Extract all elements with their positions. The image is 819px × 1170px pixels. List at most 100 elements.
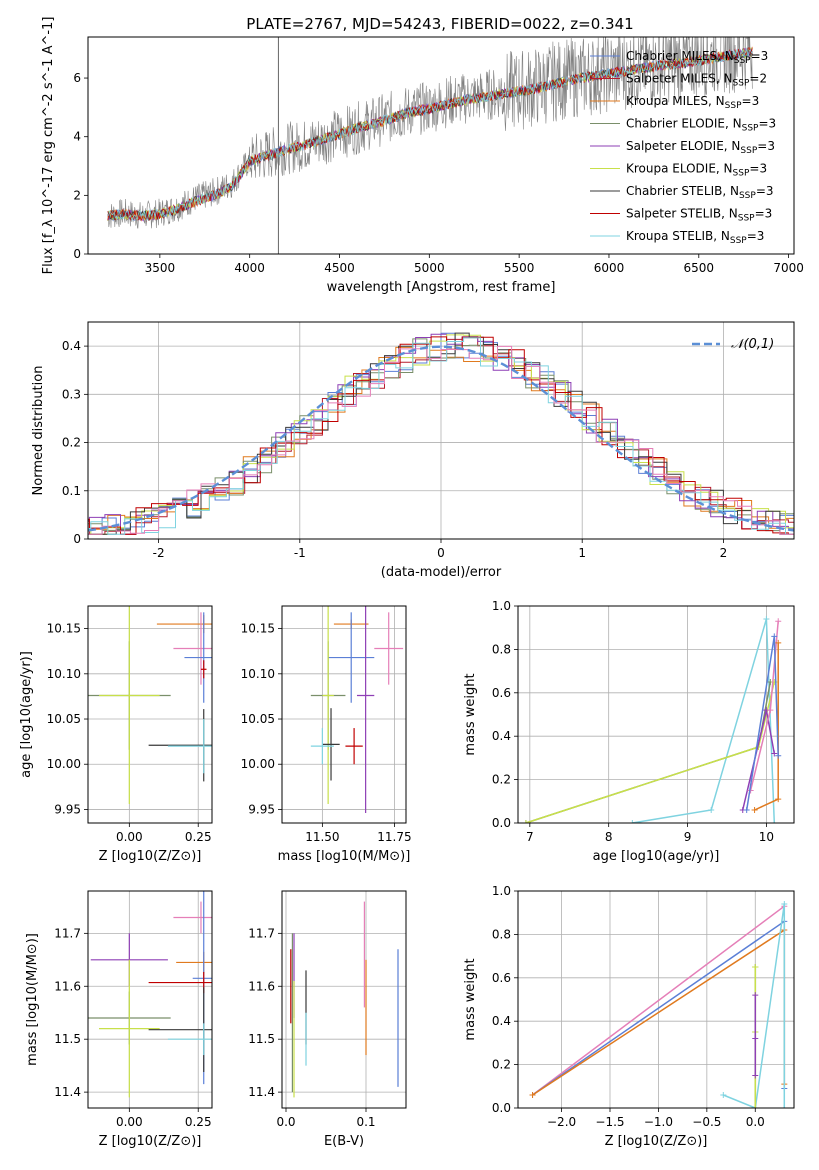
weight-marker (708, 806, 715, 813)
data-point-errorbar (356, 606, 375, 814)
y-tick-label: 2 (73, 188, 81, 202)
age-vs-mass-plot: 11.50 11.75 9.95 10.00 10.05 10.10 10.15 mass [… (241, 605, 412, 864)
x-tick-label: 11.75 (377, 830, 411, 844)
legend-entry: Kroupa ELODIE, NSSP=3 (626, 162, 767, 179)
data-point-errorbar (184, 612, 212, 703)
y-tick-label: 10.00 (241, 757, 275, 771)
weight-marker (775, 796, 782, 803)
axes-frame (87, 890, 213, 1109)
y-axis-label: age [log10(age/yr)] (19, 651, 34, 778)
legend-entry: Kroupa STELIB, NSSP=3 (626, 229, 764, 246)
x-tick-label: 7 (526, 830, 534, 844)
spectrum-plot: 3500 4000 4500 5000 5500 6000 6500 7000 0 2 4 6 wave… (41, 17, 804, 295)
y-tick-label: 10.00 (47, 757, 81, 771)
residual-histogram-step (88, 337, 794, 535)
x-tick-label: 10 (759, 830, 774, 844)
x-tick-label: 0.00 (116, 1115, 143, 1129)
weight-marker (629, 820, 636, 823)
y-tick-label: 0.8 (492, 927, 511, 941)
y-tick-label: 0.6 (492, 971, 511, 985)
mass-weight-vs-age-plot: 7 8 9 10 0.0 0.2 0.4 0.6 0.8 1.0 age [log10(age/yr… (463, 599, 795, 864)
data-point-errorbar (345, 728, 363, 765)
x-tick-label: -2 (153, 546, 165, 560)
x-tick-label: 7000 (773, 261, 804, 275)
legend-entry: Salpeter MILES, NSSP=2 (626, 72, 767, 89)
x-axis-label: Z [log10(Z/Z⊙)] (99, 849, 202, 864)
x-axis-label: (data-model)/error (381, 565, 502, 580)
weight-marker (752, 1105, 759, 1108)
model-spectrum-line (107, 47, 753, 222)
weight-marker (781, 1105, 788, 1108)
weight-marker (771, 633, 778, 640)
y-axis-label: mass weight (463, 958, 478, 1040)
weight-marker (775, 752, 782, 759)
x-tick-label: 6500 (684, 261, 715, 275)
y-tick-label: 1.0 (492, 599, 511, 613)
weight-marker (775, 639, 782, 646)
y-tick-label: 9.95 (248, 802, 275, 816)
weight-marker (767, 707, 774, 714)
y-tick-label: 0.3 (62, 387, 81, 401)
x-tick-label: -1 (294, 546, 306, 560)
y-tick-label: 9.95 (54, 802, 81, 816)
x-tick-label: 5500 (504, 261, 535, 275)
axes-frame (87, 36, 795, 255)
legend-entry: 𝒩(0,1) (731, 337, 774, 352)
y-tick-label: 0.2 (492, 1058, 511, 1072)
x-axis-label: age [log10(age/yr)] (593, 849, 720, 864)
x-tick-label: 0 (437, 546, 445, 560)
x-tick-label: 0.00 (116, 830, 143, 844)
x-tick-label: 0.25 (185, 1115, 212, 1129)
data-point-errorbar (99, 606, 160, 805)
residual-histogram-step (88, 345, 794, 535)
y-tick-label: 0.0 (492, 1101, 511, 1115)
weight-series-line (532, 905, 785, 1096)
figure-title: PLATE=2767, MJD=54243, FIBERID=0022, z=0… (246, 15, 633, 33)
x-axis-label: Z [log10(Z/Z⊙)] (99, 1134, 202, 1149)
y-tick-label: 11.5 (248, 1032, 275, 1046)
x-tick-label: 4500 (324, 261, 355, 275)
data-point-errorbar (173, 612, 212, 685)
axes-frame (87, 321, 795, 540)
y-tick-label: 11.5 (54, 1032, 81, 1046)
weight-series-line (723, 903, 786, 1108)
y-tick-label: 11.4 (54, 1085, 81, 1099)
x-tick-label: 0.0 (746, 1115, 765, 1129)
weight-marker (775, 618, 782, 625)
x-tick-label: 6000 (594, 261, 625, 275)
mass-weight-vs-metallicity-plot: −2.0 −1.5 −1.0 −0.5 0.0 0.0 0.2 0.4 0.6 0.8 1.0 Z [… (463, 884, 795, 1149)
model-spectrum-line (107, 47, 753, 222)
y-tick-label: 11.6 (248, 979, 275, 993)
y-tick-label: 0 (73, 532, 81, 546)
mass-vs-metallicity-plot: 0.00 0.25 11.4 11.5 11.6 11.7 Z [log10(Z/Z⊙)] m… (25, 890, 213, 1149)
y-tick-label: 10.10 (47, 667, 81, 681)
legend-entry: Salpeter ELODIE, NSSP=3 (626, 139, 775, 156)
y-tick-label: 4 (73, 130, 81, 144)
y-tick-label: 0.2 (492, 773, 511, 787)
y-tick-label: 10.05 (47, 712, 81, 726)
data-point-errorbar (167, 1023, 212, 1056)
y-axis-label: Flux [f_λ 10^-17 erg cm^-2 s^-1 A^-1] (41, 17, 56, 275)
age-vs-metallicity-plot: 0.00 0.25 9.95 10.00 10.05 10.10 10.15 Z [log10… (19, 605, 213, 864)
data-point-errorbar (99, 959, 160, 1098)
axes-frame (281, 605, 407, 824)
y-tick-label: 6 (73, 71, 81, 85)
x-tick-label: 9 (684, 830, 692, 844)
data-point-errorbar (322, 606, 334, 805)
weight-marker (751, 806, 758, 813)
x-tick-label: −1.5 (595, 1115, 624, 1129)
weight-marker (752, 1035, 759, 1042)
axes-frame (281, 890, 407, 1109)
x-tick-label: 5000 (414, 261, 445, 275)
weight-marker (771, 820, 778, 823)
y-axis-label: mass weight (463, 673, 478, 755)
residual-histogram-plot: -2 -1 0 1 2 0 0.1 0.2 0.3 0.4 (data-model)/error No… (31, 321, 795, 580)
mass-vs-ebv-plot: 0.0 0.1 11.4 11.5 11.6 11.7 E(B-V) (248, 890, 407, 1149)
x-tick-label: −1.0 (644, 1115, 673, 1129)
weight-marker (752, 963, 759, 970)
x-tick-label: −0.5 (692, 1115, 721, 1129)
x-tick-label: 11.50 (305, 830, 339, 844)
weight-marker (522, 820, 529, 823)
data-point-errorbar (173, 901, 212, 934)
